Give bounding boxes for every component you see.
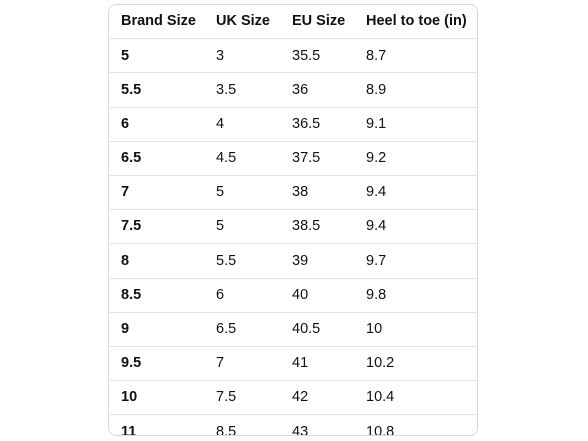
cell-heel-to-toe: 10.2 bbox=[354, 345, 477, 381]
cell-uk-size: 7.5 bbox=[204, 380, 280, 415]
table-row: 5.5 3.5 36 8.9 bbox=[109, 72, 477, 108]
table-row: 6.5 4.5 37.5 9.2 bbox=[109, 140, 477, 176]
table-row: 10 7.5 42 10.4 bbox=[109, 380, 477, 415]
header-row: Brand Size UK Size EU Size Heel to toe (… bbox=[109, 5, 477, 39]
cell-uk-size: 3.5 bbox=[204, 72, 280, 108]
cell-eu-size: 42 bbox=[280, 380, 354, 415]
table-row: 11 8.5 43 10.8 bbox=[109, 414, 477, 435]
cell-uk-size: 5.5 bbox=[204, 243, 280, 278]
size-chart-card: Brand Size UK Size EU Size Heel to toe (… bbox=[108, 4, 478, 436]
cell-brand-size: 9.5 bbox=[109, 345, 204, 381]
cell-heel-to-toe: 9.2 bbox=[354, 140, 477, 176]
cell-uk-size: 6.5 bbox=[204, 311, 280, 347]
cell-eu-size: 39 bbox=[280, 243, 354, 278]
cell-eu-size: 36 bbox=[280, 72, 354, 108]
cell-eu-size: 43 bbox=[280, 414, 354, 435]
cell-uk-size: 7 bbox=[204, 345, 280, 381]
cell-heel-to-toe: 10.8 bbox=[354, 414, 477, 435]
header-brand-size: Brand Size bbox=[121, 13, 196, 30]
table-body: 5 3 35.5 8.7 5.5 3.5 36 8.9 6 4 36.5 9.1 6.5 4.5 37.5 9… bbox=[109, 38, 477, 435]
cell-uk-size: 5 bbox=[204, 209, 280, 244]
cell-brand-size: 8.5 bbox=[109, 277, 204, 313]
table-row: 7.5 5 38.5 9.4 bbox=[109, 209, 477, 244]
cell-brand-size: 5 bbox=[109, 38, 204, 73]
table-row: 6 4 36.5 9.1 bbox=[109, 106, 477, 142]
cell-heel-to-toe: 10 bbox=[354, 311, 477, 347]
table-row: 8.5 6 40 9.8 bbox=[109, 277, 477, 313]
cell-eu-size: 40.5 bbox=[280, 311, 354, 347]
cell-heel-to-toe: 10.4 bbox=[354, 380, 477, 415]
header-heel-to-toe: Heel to toe (in) bbox=[366, 13, 467, 30]
cell-uk-size: 4 bbox=[204, 106, 280, 142]
cell-eu-size: 36.5 bbox=[280, 106, 354, 142]
table-row: 5 3 35.5 8.7 bbox=[109, 38, 477, 73]
size-chart-table: Brand Size UK Size EU Size Heel to toe (… bbox=[109, 5, 477, 435]
cell-brand-size: 8 bbox=[109, 243, 204, 278]
cell-heel-to-toe: 9.8 bbox=[354, 277, 477, 313]
cell-eu-size: 40 bbox=[280, 277, 354, 313]
cell-brand-size: 5.5 bbox=[109, 72, 204, 108]
cell-uk-size: 8.5 bbox=[204, 414, 280, 435]
cell-uk-size: 4.5 bbox=[204, 140, 280, 176]
cell-heel-to-toe: 9.1 bbox=[354, 106, 477, 142]
cell-brand-size: 9 bbox=[109, 311, 204, 347]
cell-eu-size: 38.5 bbox=[280, 209, 354, 244]
cell-uk-size: 5 bbox=[204, 174, 280, 210]
cell-brand-size: 10 bbox=[109, 380, 204, 415]
table-row: 7 5 38 9.4 bbox=[109, 174, 477, 210]
header-eu-size: EU Size bbox=[292, 13, 346, 30]
cell-uk-size: 6 bbox=[204, 277, 280, 313]
cell-heel-to-toe: 9.7 bbox=[354, 243, 477, 278]
cell-eu-size: 35.5 bbox=[280, 38, 354, 73]
table-row: 8 5.5 39 9.7 bbox=[109, 243, 477, 278]
cell-uk-size: 3 bbox=[204, 38, 280, 73]
cell-brand-size: 7.5 bbox=[109, 209, 204, 244]
cell-brand-size: 11 bbox=[109, 414, 204, 435]
cell-brand-size: 6 bbox=[109, 106, 204, 142]
cell-eu-size: 38 bbox=[280, 174, 354, 210]
cell-brand-size: 6.5 bbox=[109, 140, 204, 176]
cell-heel-to-toe: 8.7 bbox=[354, 38, 477, 73]
cell-eu-size: 41 bbox=[280, 345, 354, 381]
table-row: 9.5 7 41 10.2 bbox=[109, 345, 477, 381]
cell-eu-size: 37.5 bbox=[280, 140, 354, 176]
table-row: 9 6.5 40.5 10 bbox=[109, 311, 477, 347]
header-uk-size: UK Size bbox=[216, 13, 270, 30]
cell-heel-to-toe: 9.4 bbox=[354, 174, 477, 210]
cell-heel-to-toe: 9.4 bbox=[354, 209, 477, 244]
cell-brand-size: 7 bbox=[109, 174, 204, 210]
cell-heel-to-toe: 8.9 bbox=[354, 72, 477, 108]
